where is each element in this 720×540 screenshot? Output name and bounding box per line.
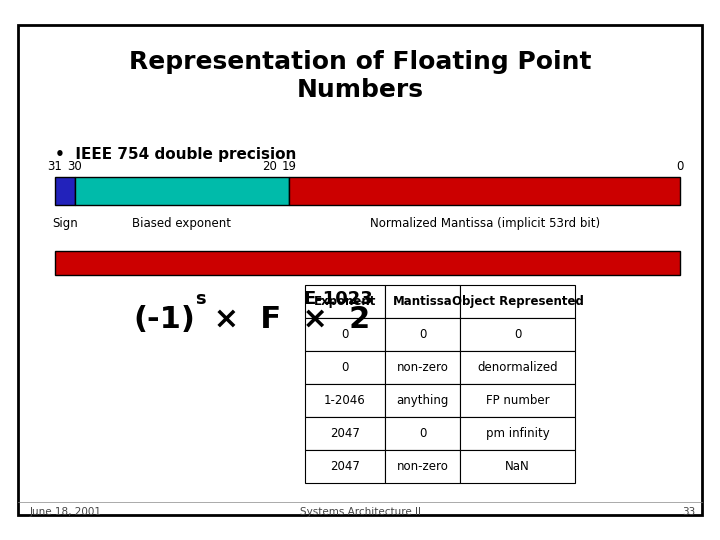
Text: 0: 0 — [514, 328, 521, 341]
Text: ×  F  ×  2: × F × 2 — [203, 306, 370, 334]
Bar — [75, 177, 289, 205]
Text: (-1): (-1) — [133, 306, 195, 334]
Bar — [289, 177, 680, 205]
Bar — [460, 417, 575, 450]
Text: 20: 20 — [262, 160, 277, 173]
Text: 2047: 2047 — [330, 427, 360, 440]
Text: 31: 31 — [48, 160, 63, 173]
Text: pm infinity: pm infinity — [485, 427, 549, 440]
Bar — [305, 384, 385, 417]
Text: 0: 0 — [676, 160, 684, 173]
Text: 1-2046: 1-2046 — [324, 394, 366, 407]
Bar — [460, 351, 575, 384]
Text: FP number: FP number — [486, 394, 549, 407]
Text: anything: anything — [396, 394, 449, 407]
Text: s: s — [195, 290, 206, 308]
Text: •  IEEE 754 double precision: • IEEE 754 double precision — [55, 147, 297, 163]
Bar — [385, 384, 460, 417]
Text: June 18, 2001: June 18, 2001 — [30, 507, 102, 517]
Text: denormalized: denormalized — [477, 361, 558, 374]
Bar — [385, 450, 460, 483]
Text: 0: 0 — [419, 328, 426, 341]
Text: 0: 0 — [341, 361, 348, 374]
Text: 19: 19 — [282, 160, 297, 173]
Text: non-zero: non-zero — [397, 460, 449, 473]
Bar — [55, 251, 680, 275]
Text: NaN: NaN — [505, 460, 530, 473]
Bar — [305, 318, 385, 351]
Text: Representation of Floating Point
Numbers: Representation of Floating Point Numbers — [129, 50, 591, 102]
Text: 0: 0 — [419, 427, 426, 440]
Bar — [385, 285, 460, 318]
Text: Exponent: Exponent — [314, 295, 376, 308]
Text: Sign: Sign — [52, 217, 78, 230]
Text: Systems Architecture II: Systems Architecture II — [300, 507, 420, 517]
Bar — [305, 450, 385, 483]
Text: 33: 33 — [682, 507, 695, 517]
Text: E-1023: E-1023 — [303, 290, 373, 308]
Bar — [460, 450, 575, 483]
Bar — [385, 417, 460, 450]
Bar — [460, 285, 575, 318]
Bar — [305, 285, 385, 318]
Bar — [460, 318, 575, 351]
Bar — [385, 351, 460, 384]
Text: Object Represented: Object Represented — [451, 295, 583, 308]
Text: 0: 0 — [341, 328, 348, 341]
Text: Normalized Mantissa (implicit 53rd bit): Normalized Mantissa (implicit 53rd bit) — [369, 217, 600, 230]
Bar — [305, 417, 385, 450]
Text: non-zero: non-zero — [397, 361, 449, 374]
Text: 2047: 2047 — [330, 460, 360, 473]
Bar — [305, 351, 385, 384]
Text: 30: 30 — [67, 160, 82, 173]
Bar — [460, 384, 575, 417]
Text: Mantissa: Mantissa — [392, 295, 452, 308]
Bar — [385, 318, 460, 351]
Bar — [55, 177, 75, 205]
Text: Biased exponent: Biased exponent — [132, 217, 231, 230]
